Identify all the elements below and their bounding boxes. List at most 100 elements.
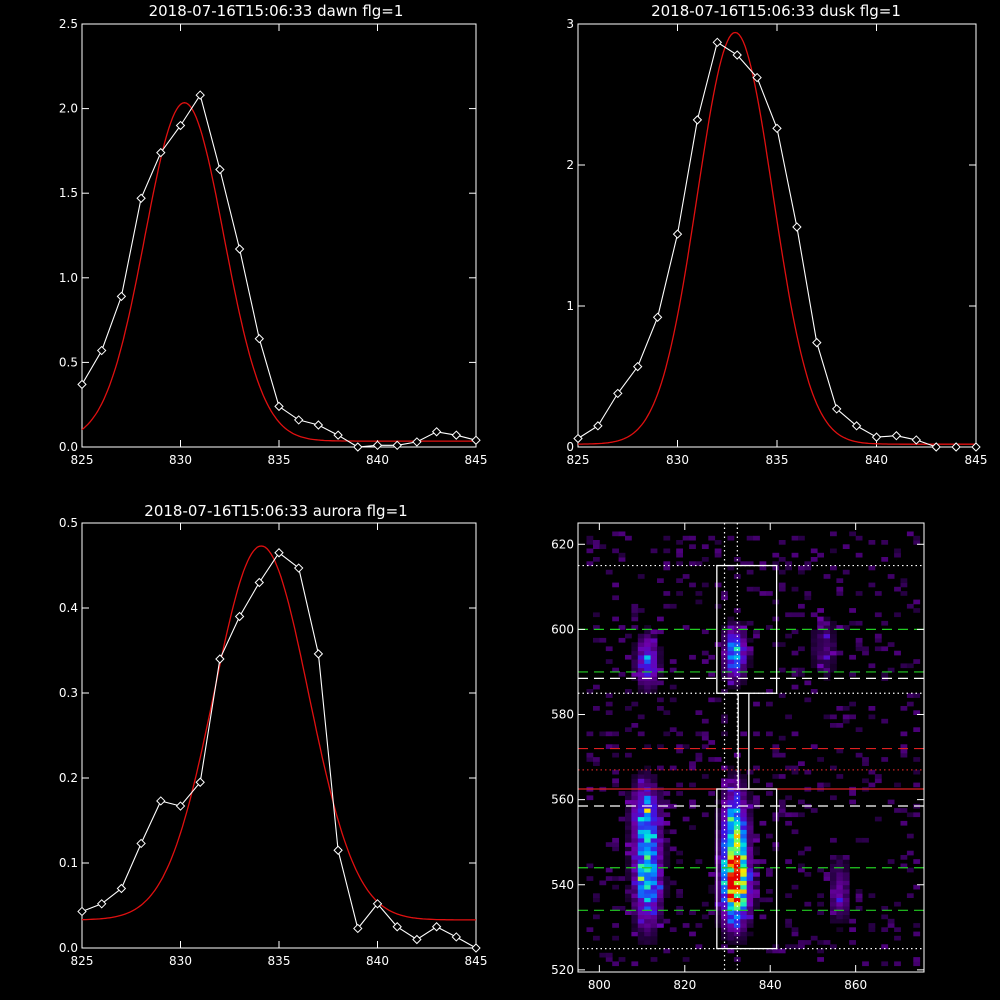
heatmap-cell: [637, 884, 645, 890]
heatmap-cell: [842, 544, 850, 549]
heatmap-cell: [766, 948, 773, 954]
heatmap-cell: [900, 808, 908, 813]
heatmap-cell: [593, 761, 600, 766]
heatmap-cell: [733, 820, 741, 826]
heatmap-cell: [740, 927, 748, 932]
heatmap-cell: [733, 808, 741, 813]
heatmap-cell: [868, 714, 876, 720]
heatmap-cell: [733, 889, 741, 894]
heatmap-cell: [913, 812, 921, 818]
heatmap-cell: [778, 642, 786, 647]
heatmap-cell: [631, 897, 639, 903]
heatmap-cell: [753, 778, 760, 784]
heatmap-cell: [612, 531, 619, 537]
heatmap-cell: [637, 935, 645, 941]
heatmap-cell: [836, 578, 844, 583]
heatmap-cell: [714, 837, 722, 843]
heatmap-cell: [631, 825, 639, 830]
heatmap-cell: [830, 867, 837, 873]
heatmap-cell: [753, 795, 760, 801]
heatmap-cell: [830, 663, 837, 669]
heatmap-cell: [733, 927, 741, 932]
heatmap-cell: [650, 940, 658, 945]
heatmap-cell: [772, 812, 780, 818]
data-point: [692, 115, 703, 125]
heatmap-cell: [727, 829, 735, 835]
heatmap-cell: [631, 872, 639, 877]
heatmap-cell: [913, 540, 921, 545]
data-point: [451, 430, 462, 440]
heatmap-cell: [657, 889, 664, 894]
heatmap-cell: [887, 859, 895, 864]
heatmap-cell: [657, 829, 664, 835]
heatmap-cell: [727, 654, 735, 660]
heatmap-cell: [637, 855, 645, 860]
heatmap-cell: [849, 791, 856, 796]
heatmap-cell: [644, 659, 651, 664]
heatmap-cell: [669, 803, 677, 809]
heatmap-cell: [721, 833, 728, 839]
heatmap-cell: [644, 855, 651, 860]
heatmap-cell: [894, 927, 901, 932]
heatmap-cell: [721, 897, 728, 903]
heatmap-cell: [663, 893, 671, 898]
heatmap-cell: [836, 872, 844, 877]
heatmap-cell: [727, 629, 735, 635]
heatmap-cell: [772, 944, 780, 949]
heatmap-cell: [644, 846, 651, 852]
heatmap-cell: [913, 710, 921, 715]
heatmap-cell: [593, 935, 600, 941]
heatmap-cell: [631, 778, 639, 784]
heatmap-cell: [644, 812, 651, 818]
heatmap-cell: [733, 650, 741, 656]
heatmap-cell: [631, 808, 639, 813]
heatmap-cell: [753, 837, 760, 843]
heatmap-cell: [631, 855, 639, 860]
heatmap-cell: [727, 948, 735, 954]
heatmap-cell: [644, 799, 651, 805]
heatmap-cell: [657, 654, 664, 660]
heatmap-cell: [586, 731, 594, 737]
heatmap-cell: [657, 799, 664, 805]
heatmap-cell: [791, 812, 799, 818]
heatmap-cell: [772, 846, 780, 852]
heatmap-cell: [695, 561, 703, 566]
heatmap-cell: [663, 889, 671, 894]
data-point: [136, 838, 146, 849]
heatmap-cell: [599, 880, 607, 886]
heatmap-cell: [798, 761, 805, 766]
heatmap-cell: [721, 901, 728, 907]
heatmap-cell: [740, 880, 748, 886]
heatmap-cell: [836, 586, 844, 592]
heatmap-cell: [714, 548, 722, 554]
heatmap-cell: [740, 637, 748, 643]
data-point: [156, 147, 166, 158]
heatmap-cell: [881, 757, 889, 762]
y-tick-label: 0.0: [59, 440, 78, 454]
heatmap-cell: [644, 906, 651, 911]
heatmap-cell: [842, 706, 850, 711]
heatmap-cell: [663, 850, 671, 856]
data-point: [831, 404, 842, 414]
heatmap-cell: [586, 876, 594, 881]
heatmap-cell: [612, 731, 619, 737]
heatmap-cell: [836, 723, 844, 728]
heatmap-cell: [746, 880, 754, 886]
heatmap-cell: [663, 846, 671, 852]
heatmap-cell: [772, 842, 780, 847]
heatmap-cell: [823, 646, 831, 652]
heatmap-cell: [817, 629, 824, 635]
heatmap-cell: [836, 650, 844, 656]
data-point: [951, 442, 961, 452]
heatmap-cell: [733, 659, 741, 664]
heatmap-cell: [637, 646, 645, 652]
y-tick-label: 620: [551, 537, 574, 551]
data-point: [431, 427, 442, 437]
heatmap-cell: [689, 654, 696, 660]
heatmap-cell: [644, 872, 651, 877]
heatmap-cell: [817, 867, 824, 873]
heatmap-cell: [906, 531, 914, 537]
heatmap-cell: [759, 565, 767, 571]
heatmap-cell: [657, 837, 664, 843]
heatmap-cell: [682, 625, 690, 630]
